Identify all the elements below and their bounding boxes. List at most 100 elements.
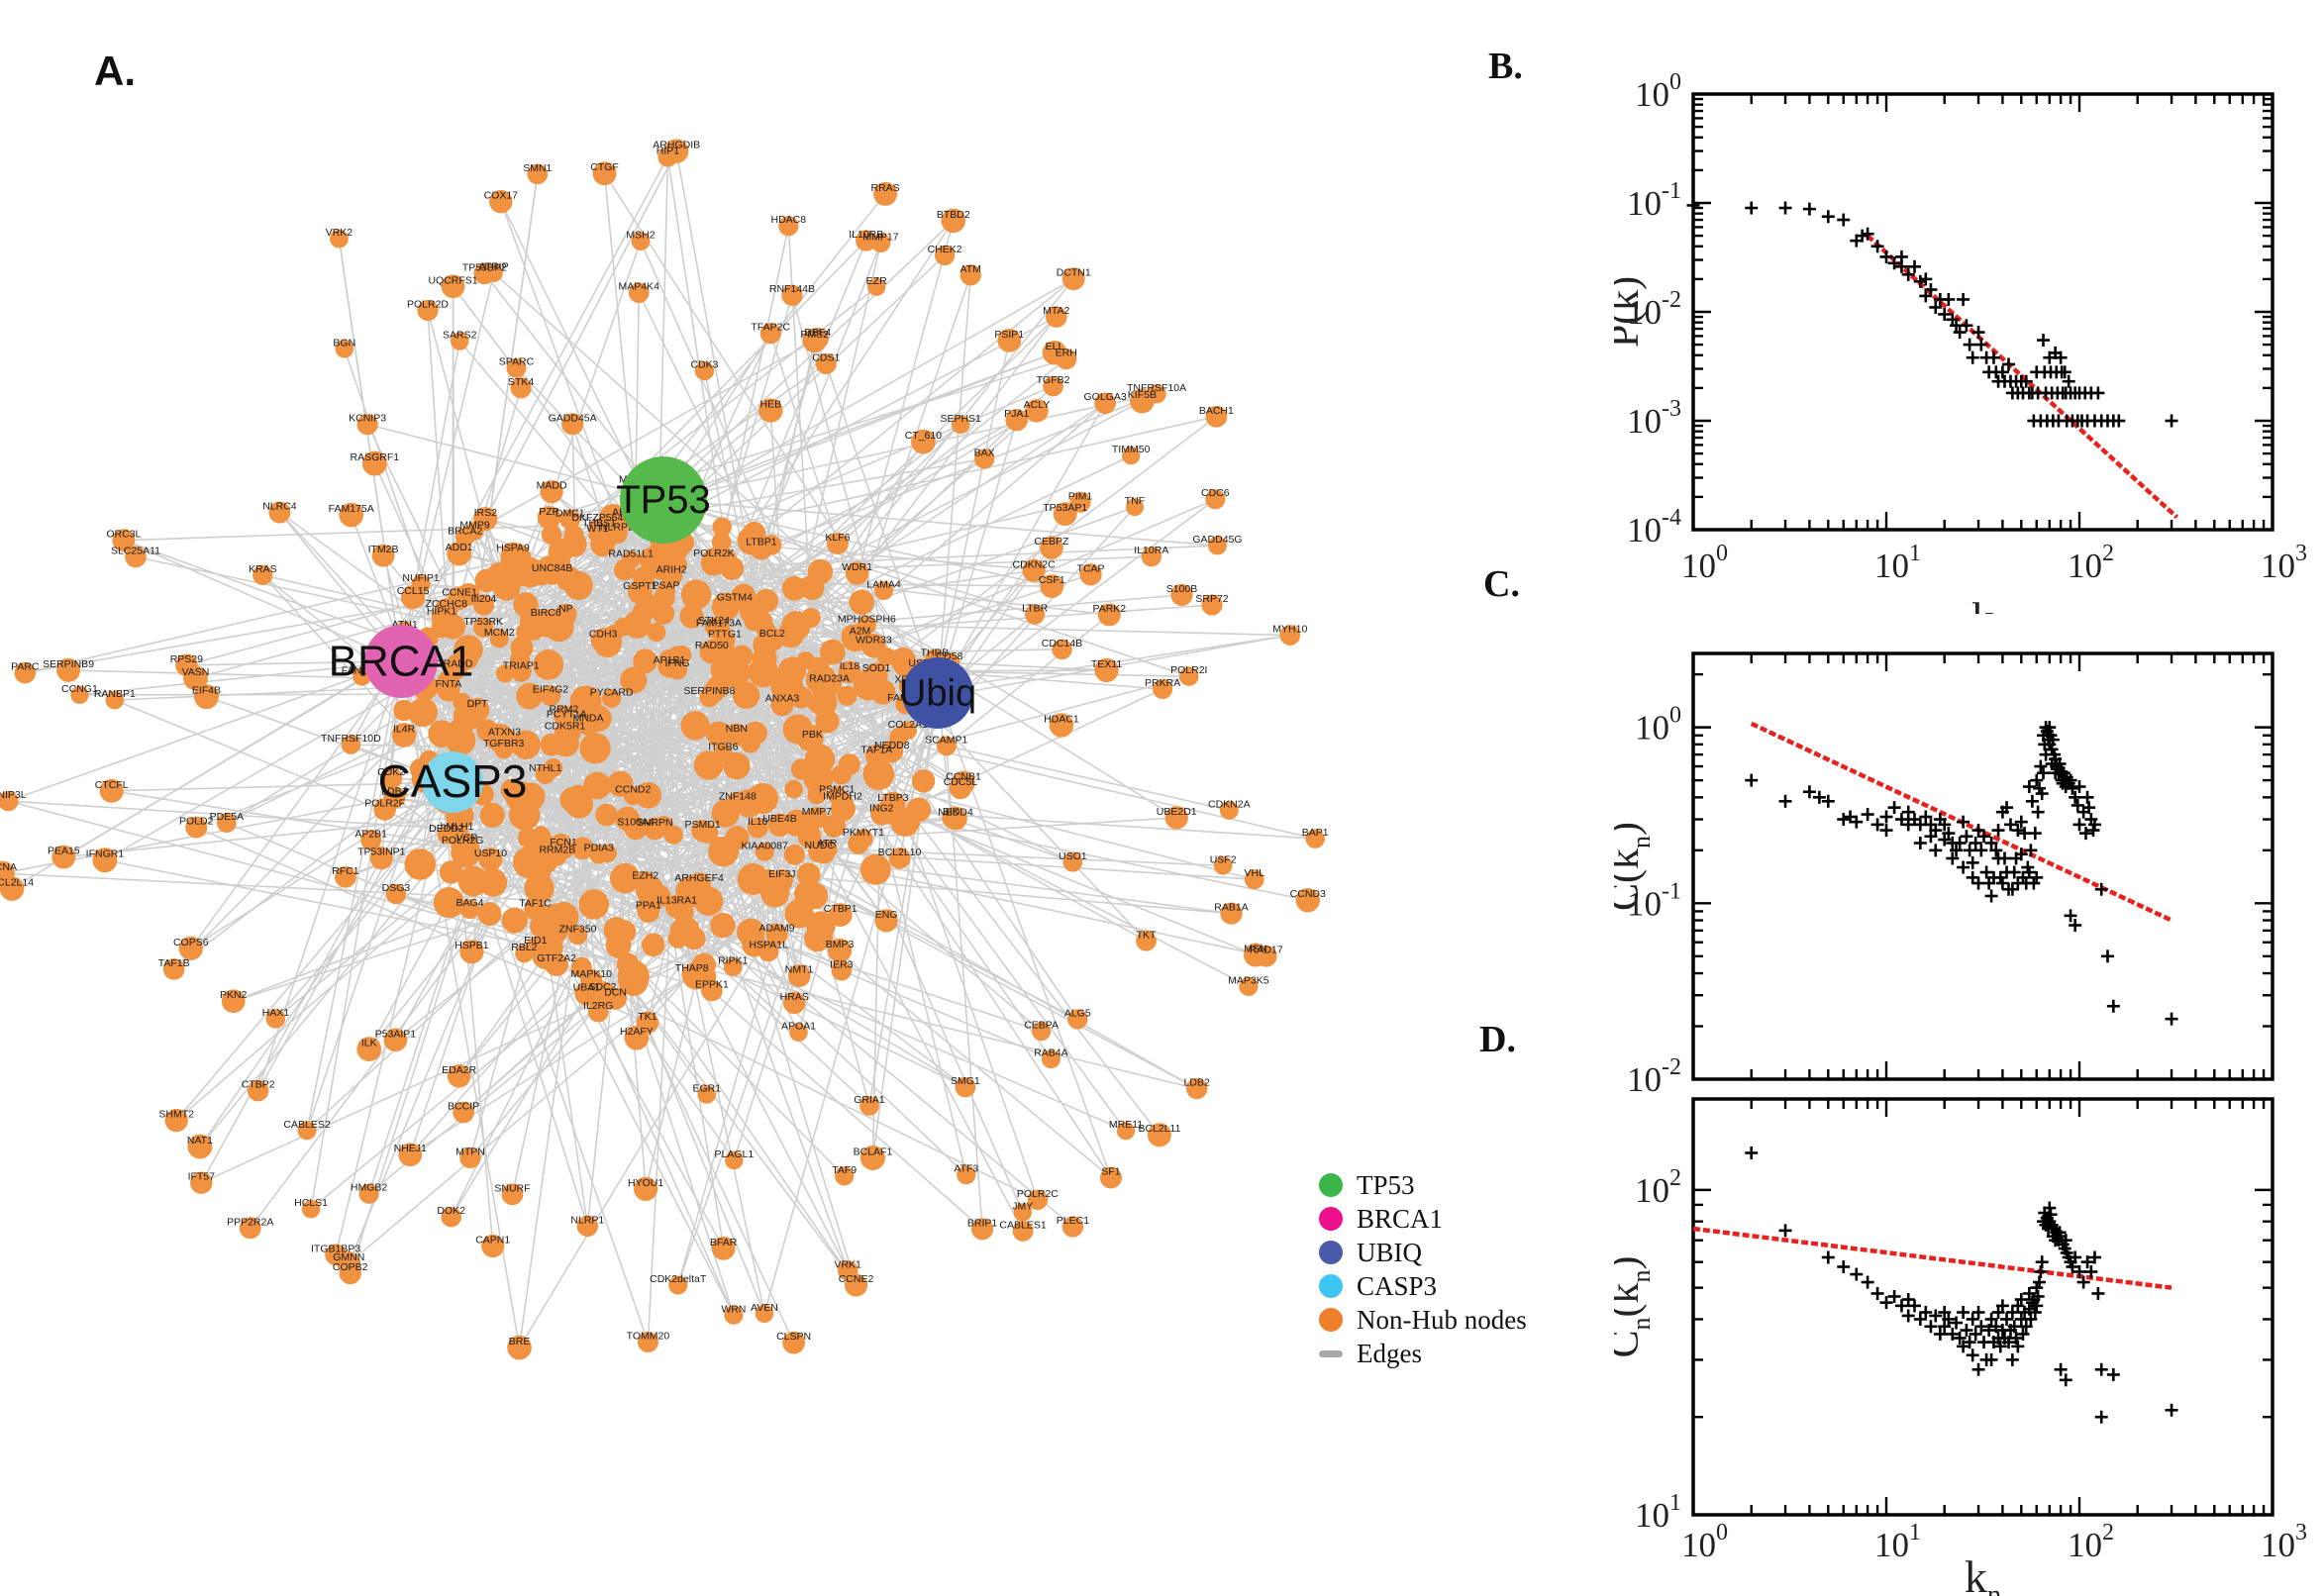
nonhub-node xyxy=(672,901,694,924)
nonhub-node xyxy=(663,825,683,845)
tick-label: 101 xyxy=(1874,541,1921,585)
nonhub-node xyxy=(1170,583,1193,607)
nonhub-node xyxy=(888,848,911,869)
node-label: PKN2 xyxy=(220,989,248,1001)
node-label: FCN1 xyxy=(550,837,577,848)
tick-label: 102 xyxy=(2068,541,2114,585)
node-label: AVEN xyxy=(751,1302,778,1314)
nonhub-node xyxy=(92,848,118,873)
node-label: IFT57 xyxy=(188,1171,216,1183)
node-label: RRAS xyxy=(870,182,899,194)
nonhub-node xyxy=(369,847,393,870)
tick-label: 100 xyxy=(1635,703,1681,748)
edge-line-icon xyxy=(1319,1349,1343,1357)
node-label: BMP3 xyxy=(826,939,855,950)
node-label: A2M xyxy=(850,625,871,637)
nonhub-node xyxy=(1213,855,1233,875)
nonhub-node xyxy=(1069,491,1091,513)
node-label: MSH2 xyxy=(626,230,655,242)
nonhub-node xyxy=(356,413,378,436)
nonhub-node xyxy=(1067,1009,1088,1030)
nonhub-node xyxy=(479,802,505,828)
nonhub-node xyxy=(531,860,552,881)
nonhub-node xyxy=(0,790,19,812)
tick-label: 102 xyxy=(2068,1520,2114,1564)
node-label: LTBP1 xyxy=(746,536,776,548)
nonhub-node xyxy=(595,803,618,827)
node-label: PSAP xyxy=(653,579,680,591)
node-label: HIPK1 xyxy=(427,606,457,618)
nonhub-node xyxy=(856,230,877,251)
node-label: ATR xyxy=(817,838,838,849)
nonhub-node xyxy=(610,862,641,894)
node-label: VASN xyxy=(182,666,210,678)
axis-ticks xyxy=(1693,653,2272,1079)
nonhub-node xyxy=(949,776,972,800)
nonhub-node xyxy=(1041,1049,1060,1069)
node-label: BNIP3L xyxy=(0,789,27,801)
node-label: EIF3J xyxy=(768,868,795,880)
nonhub-node xyxy=(633,648,657,674)
node-label: SMG1 xyxy=(951,1075,980,1087)
node-label: RAB4A xyxy=(1034,1047,1067,1059)
legend-label: Edges xyxy=(1357,1338,1422,1368)
tp53-circle-icon xyxy=(1319,1173,1343,1197)
nonhub-node xyxy=(451,837,481,868)
nonhub-node xyxy=(819,639,846,665)
nonhub-node xyxy=(812,842,836,864)
nonhub-node xyxy=(680,711,710,741)
node-label: NP xyxy=(558,603,573,615)
node-label: IMPDH2 xyxy=(823,791,862,803)
nonhub-node xyxy=(960,264,981,286)
nonhub-node xyxy=(440,614,466,640)
tick-label: 100 xyxy=(1635,69,1681,114)
node-label: COX17 xyxy=(484,190,519,202)
node-label: ERH xyxy=(1056,348,1077,359)
nonhub-node xyxy=(951,415,970,435)
node-label: VHL xyxy=(1244,867,1264,879)
panel-a-label: A. xyxy=(94,48,136,94)
node-label: SMN1 xyxy=(523,162,552,174)
node-label: GRIA1 xyxy=(854,1094,885,1106)
node-label: CTBP2 xyxy=(242,1079,275,1091)
node-label: BCL2L14 xyxy=(0,877,34,889)
nonhub-node xyxy=(1186,1077,1208,1100)
nonhub-node xyxy=(890,647,916,673)
nonhub-node xyxy=(710,912,736,939)
node-label: SDC2 xyxy=(589,981,617,993)
node-label: RAD50 xyxy=(695,640,729,651)
node-label: TKT xyxy=(1137,929,1157,941)
node-label: CHEK2 xyxy=(928,244,962,255)
node-label: RAD23A xyxy=(809,672,850,684)
nonhub-node xyxy=(867,277,886,296)
nonhub-node xyxy=(706,721,732,748)
nonhub-node xyxy=(955,1076,976,1098)
node-label: ENG xyxy=(875,909,898,921)
node-label: IFNGR1 xyxy=(86,848,125,860)
nonhub-node xyxy=(759,323,781,345)
node-label: BGN xyxy=(333,337,355,349)
hub-label-brca1: BRCA1 xyxy=(329,638,474,686)
tick-label: 102 xyxy=(1635,1165,1681,1210)
legend-item-ubiq: UBIQ xyxy=(1319,1236,1576,1269)
node-label: RAB1A xyxy=(1214,902,1248,914)
node-label: BTBD2 xyxy=(937,209,970,221)
nonhub-node xyxy=(473,617,494,638)
nonhub-node xyxy=(1053,502,1077,527)
node-label: NLRP2 xyxy=(600,521,634,533)
node-label: CDC14B xyxy=(1042,638,1082,649)
nonhub-node xyxy=(341,735,361,754)
node-label: NTHL1 xyxy=(529,762,561,774)
nonhub-node xyxy=(711,799,740,828)
hub-node-tp53 xyxy=(620,456,707,544)
node-label: IL10 xyxy=(748,816,768,828)
nonhub-node xyxy=(544,903,568,929)
nonhub-node xyxy=(797,824,822,848)
nonhub-node xyxy=(633,1176,658,1201)
nonhub-node xyxy=(371,544,395,567)
nonhub-node xyxy=(781,611,811,641)
nonhub-node xyxy=(361,450,387,476)
nonhub-node xyxy=(1013,1203,1033,1222)
nonhub-node xyxy=(247,1079,269,1102)
node-label: ELL xyxy=(1046,341,1064,352)
